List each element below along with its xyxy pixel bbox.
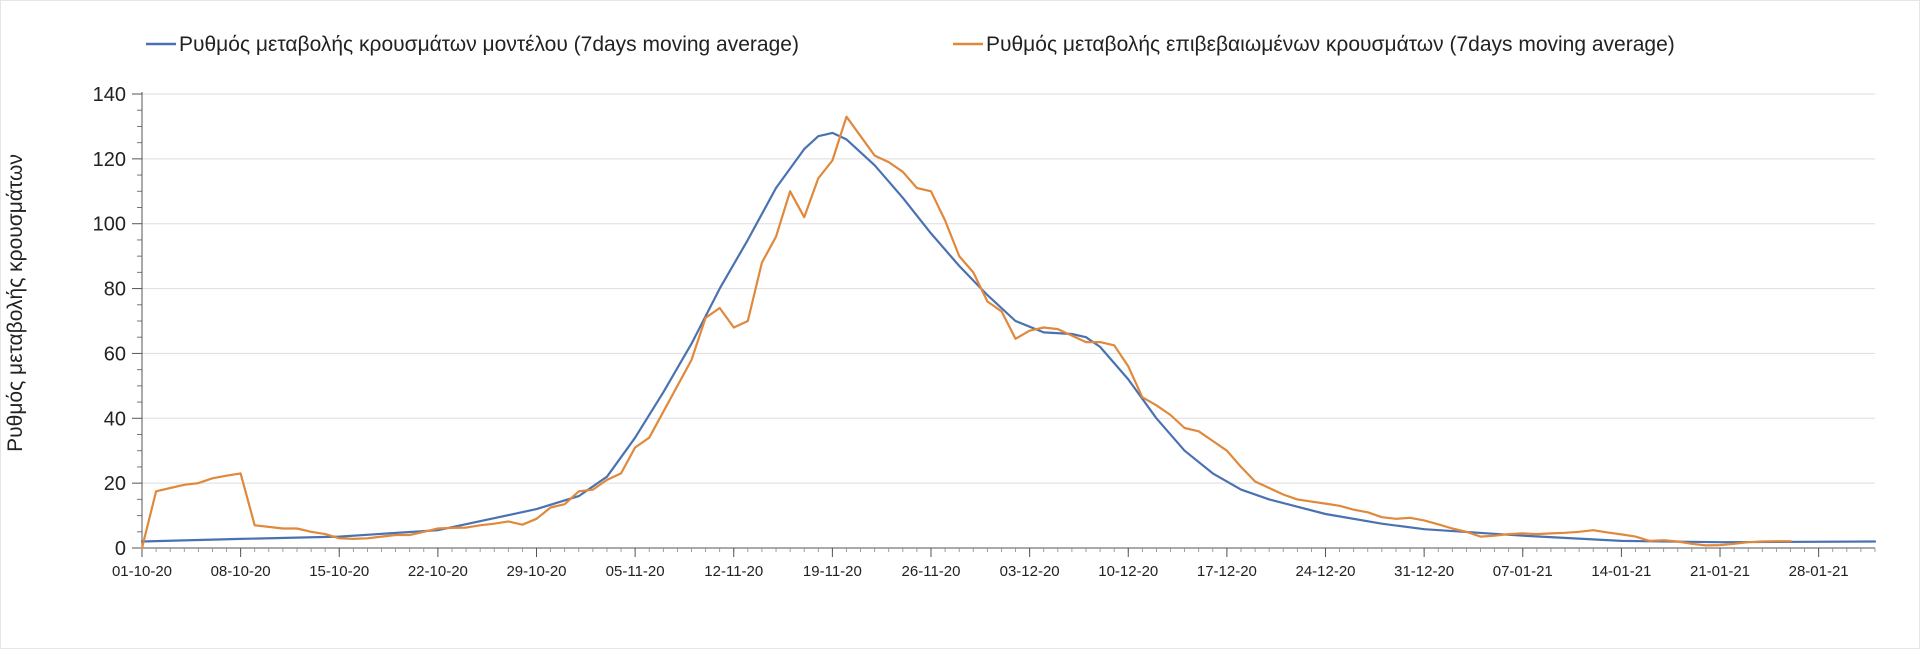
x-tick-label: 24-12-20 — [1295, 563, 1355, 580]
legend: Ρυθμός μεταβολής κρουσμάτων μοντέλου (7d… — [146, 33, 1675, 56]
x-tick-label: 05-11-20 — [606, 563, 665, 580]
x-tick-label: 12-11-20 — [704, 563, 763, 580]
x-tick-label: 29-10-20 — [506, 563, 566, 580]
y-tick-label: 60 — [104, 343, 126, 365]
axes: 0 20 40 60 80 100 120 140 01-10-20 08-10-20 15-10-… — [93, 84, 1876, 580]
x-tick-label: 01-10-20 — [112, 563, 172, 580]
x-tick-label: 19-11-20 — [803, 563, 862, 580]
x-tick-label: 17-12-20 — [1197, 563, 1257, 580]
x-tick-label: 31-12-20 — [1394, 563, 1454, 580]
y-axis-title: Ρυθμός μεταβολής κρουσμάτων — [4, 154, 27, 452]
series-line-model — [140, 131, 1877, 544]
x-tick-label: 08-10-20 — [211, 563, 271, 580]
y-tick-label: 0 — [115, 538, 126, 560]
legend-item-model[interactable]: Ρυθμός μεταβολής κρουσμάτων μοντέλου (7d… — [146, 33, 799, 56]
y-tick-label: 20 — [104, 473, 126, 495]
x-tick-label: 10-12-20 — [1098, 563, 1158, 580]
x-tick-label: 07-01-21 — [1493, 563, 1553, 580]
x-tick-label: 15-10-20 — [309, 563, 369, 580]
x-tick-label: 14-01-21 — [1591, 563, 1651, 580]
x-tick-label: 03-12-20 — [1000, 563, 1060, 580]
y-tick-label: 120 — [93, 149, 126, 171]
x-tick-label: 21-01-21 — [1690, 563, 1750, 580]
series-line-confirmed — [140, 115, 1792, 550]
gridlines — [142, 93, 1875, 484]
legend-label-confirmed: Ρυθμός μεταβολής επιβεβαιωμένων κρουσμάτ… — [986, 33, 1675, 56]
legend-label-model: Ρυθμός μεταβολής κρουσμάτων μοντέλου (7d… — [179, 33, 799, 56]
y-tick-label: 40 — [104, 408, 126, 430]
x-tick-label: 22-10-20 — [408, 563, 468, 580]
x-tick-label: 28-01-21 — [1789, 563, 1849, 580]
legend-item-confirmed[interactable]: Ρυθμός μεταβολής επιβεβαιωμένων κρουσμάτ… — [953, 33, 1675, 56]
y-tick-label: 80 — [104, 279, 126, 301]
y-tick-label: 140 — [93, 84, 126, 106]
y-tick-label: 100 — [93, 214, 126, 236]
series-lines — [140, 115, 1877, 550]
x-tick-label: 26-11-20 — [902, 563, 961, 580]
